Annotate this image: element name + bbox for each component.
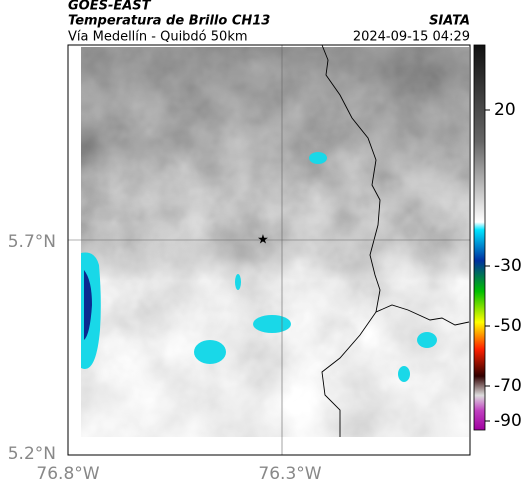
lat-label: 5.2°N [8,444,56,464]
lon-label: 76.3°W [258,464,321,484]
colorbar-scale [473,44,486,431]
lat-label: 5.7°N [8,232,56,252]
timestamp: 2024-09-15 04:29 [353,30,470,45]
map-border [67,44,471,456]
lon-label: 76.8°W [36,464,99,484]
source: SIATA [429,14,470,29]
colorbar-tick-label: -70 [494,376,522,396]
product: Temperatura de Brillo CH13 [68,14,270,29]
map: ★ 5.7°N 5.2°N 76.8°W 76.3°W [8,44,471,484]
route-marker: ★ [257,233,269,248]
satellite: GOES-EAST [68,0,152,14]
cloud-shading [81,47,469,437]
colorbar: 20 -30 -50 -70 -90 [473,44,522,431]
colorbar-tick-label: -90 [494,411,522,431]
colorbar-tick-label: -30 [494,256,522,276]
cold-cloud-tops [81,152,437,382]
colorbar-tick-label: 20 [494,100,516,120]
colorbar-tick-label: -50 [494,316,522,336]
route: Vía Medellín - Quibdó 50km [68,30,248,45]
